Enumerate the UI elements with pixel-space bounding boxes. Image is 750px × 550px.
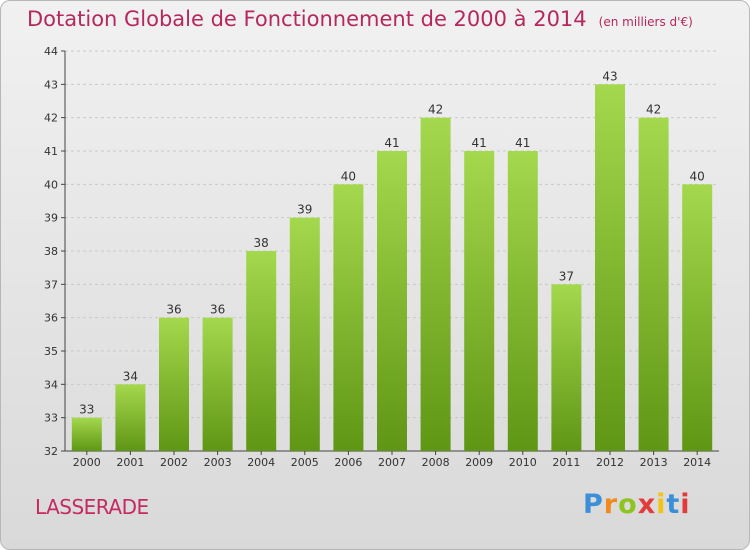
x-tick-label: 2002 — [160, 456, 188, 469]
proxiti-logo: Proxiti — [583, 489, 691, 520]
bar — [333, 184, 364, 452]
logo-letter: r — [603, 489, 619, 520]
chart-title: Dotation Globale de Fonctionnement de 20… — [27, 7, 693, 31]
y-tick-label: 44 — [44, 45, 58, 58]
data-label: 41 — [384, 136, 399, 150]
x-tick-label: 2003 — [204, 456, 232, 469]
data-label: 36 — [166, 303, 181, 317]
logo-letter: t — [666, 489, 681, 520]
x-tick-label: 2005 — [291, 456, 319, 469]
bar — [638, 117, 669, 452]
x-tick-label: 2013 — [640, 456, 668, 469]
bar — [377, 151, 407, 451]
y-tick-label: 33 — [44, 412, 58, 425]
bar — [507, 151, 538, 451]
bar — [115, 384, 146, 451]
data-label: 41 — [472, 136, 487, 150]
data-label: 43 — [602, 69, 617, 83]
bar — [289, 217, 320, 451]
bar — [71, 417, 102, 451]
y-tick-label: 35 — [44, 345, 58, 358]
logo-letter: i — [656, 489, 667, 520]
data-label: 39 — [297, 203, 312, 217]
chart-title-text: Dotation Globale de Fonctionnement de 20… — [27, 7, 587, 31]
x-tick-label: 2007 — [378, 456, 406, 469]
y-tick-label: 43 — [44, 78, 58, 91]
y-tick-label: 34 — [44, 378, 58, 391]
bar — [595, 84, 625, 451]
chart-subtitle: (en milliers d'€) — [598, 15, 693, 29]
y-tick-label: 41 — [44, 145, 58, 158]
y-tick-label: 40 — [44, 178, 58, 191]
data-label: 33 — [79, 403, 94, 417]
logo-letter: x — [637, 489, 657, 520]
logo-letter: i — [680, 489, 691, 520]
y-tick-label: 39 — [44, 212, 58, 225]
x-tick-label: 2004 — [247, 456, 275, 469]
data-label: 34 — [123, 369, 138, 383]
x-tick-label: 2001 — [116, 456, 144, 469]
x-tick-label: 2009 — [465, 456, 493, 469]
x-tick-label: 2012 — [596, 456, 624, 469]
x-tick-label: 2006 — [334, 456, 362, 469]
x-tick-label: 2000 — [73, 456, 101, 469]
y-tick-label: 32 — [44, 445, 58, 458]
commune-name: LASSERADE — [35, 495, 149, 519]
y-tick-label: 36 — [44, 312, 58, 325]
y-tick-label: 42 — [44, 112, 58, 125]
bar — [464, 151, 495, 451]
x-tick-label: 2008 — [422, 456, 450, 469]
x-tick-label: 2014 — [683, 456, 711, 469]
bar — [246, 251, 277, 451]
y-tick-label: 38 — [44, 245, 58, 258]
bar — [682, 184, 713, 452]
data-label: 42 — [646, 103, 661, 117]
y-tick-label: 37 — [44, 278, 58, 291]
x-tick-label: 2010 — [509, 456, 537, 469]
data-label: 40 — [690, 169, 705, 183]
logo-letter: P — [583, 489, 604, 520]
x-tick-label: 2011 — [552, 456, 580, 469]
data-label: 42 — [428, 103, 443, 117]
data-label: 40 — [341, 169, 356, 183]
bar — [420, 117, 451, 452]
bar — [551, 284, 582, 451]
data-label: 37 — [559, 269, 574, 283]
bar — [202, 317, 233, 451]
bar — [159, 317, 189, 451]
data-label: 41 — [515, 136, 530, 150]
data-label: 36 — [210, 303, 225, 317]
data-label: 38 — [254, 236, 269, 250]
logo-letter: o — [618, 489, 638, 520]
